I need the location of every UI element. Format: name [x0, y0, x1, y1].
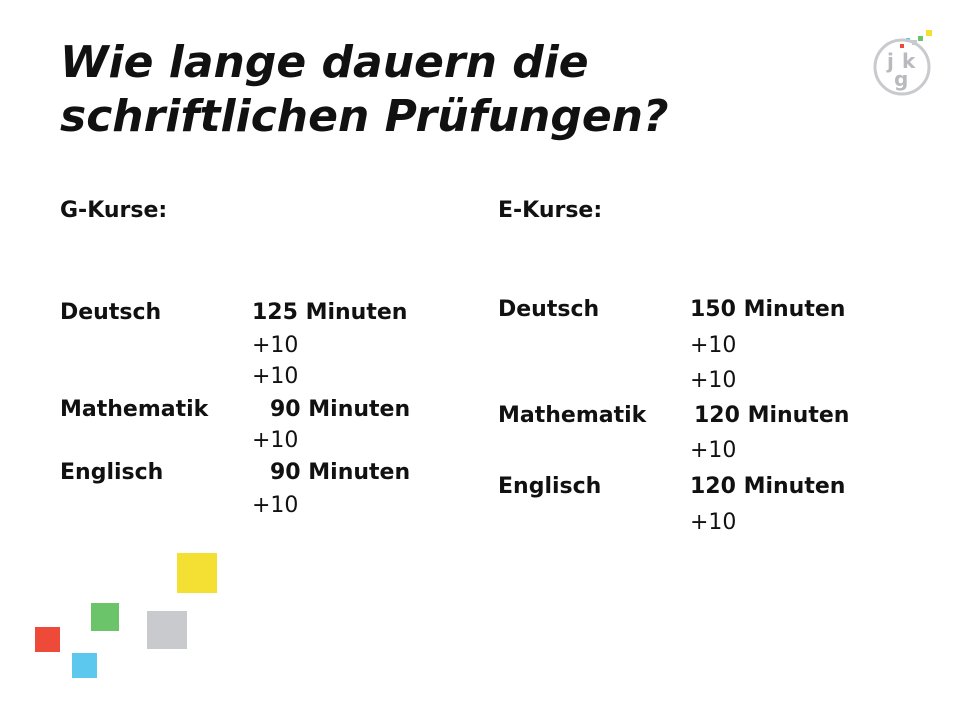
decor-square-cyan [72, 653, 97, 678]
duration-value: 90 Minuten [270, 460, 411, 485]
duration-value: 150 Minuten [690, 297, 846, 322]
logo-letter-j: j [886, 49, 894, 73]
extra-time: +10 [252, 428, 299, 453]
extra-time: +10 [252, 493, 299, 518]
duration-value: 120 Minuten [690, 474, 846, 499]
subject-label: Mathematik [498, 403, 647, 428]
decor-square-yellow [177, 553, 217, 593]
logo-letter-k: k [902, 49, 916, 73]
extra-time: +10 [690, 333, 737, 358]
extra-time: +10 [690, 510, 737, 535]
decor-square-red [35, 627, 60, 652]
title-line-1: Wie lange dauern die [60, 37, 589, 88]
subject-label: Mathematik [60, 397, 209, 422]
duration-value: 120 Minuten [694, 403, 850, 428]
extra-time: +10 [252, 364, 299, 389]
subject-label: Deutsch [60, 300, 162, 325]
title-line-2: schriftlichen Prüfungen? [60, 91, 669, 142]
duration-value: 125 Minuten [252, 300, 408, 325]
decor-square-grey [147, 611, 187, 649]
extra-time: +10 [690, 368, 737, 393]
g-kurse-heading: G-Kurse: [60, 198, 168, 223]
decor-square-green [91, 603, 119, 631]
extra-time: +10 [252, 333, 299, 358]
extra-time: +10 [690, 438, 737, 463]
duration-value: 90 Minuten [270, 397, 411, 422]
page-title: Wie lange dauern die schriftlichen Prüfu… [60, 36, 669, 144]
subject-label: Englisch [60, 460, 164, 485]
school-logo: j k g [873, 30, 932, 96]
e-kurse-heading: E-Kurse: [498, 198, 603, 223]
logo-letter-g: g [894, 67, 908, 91]
subject-label: Englisch [498, 474, 602, 499]
subject-label: Deutsch [498, 297, 600, 322]
